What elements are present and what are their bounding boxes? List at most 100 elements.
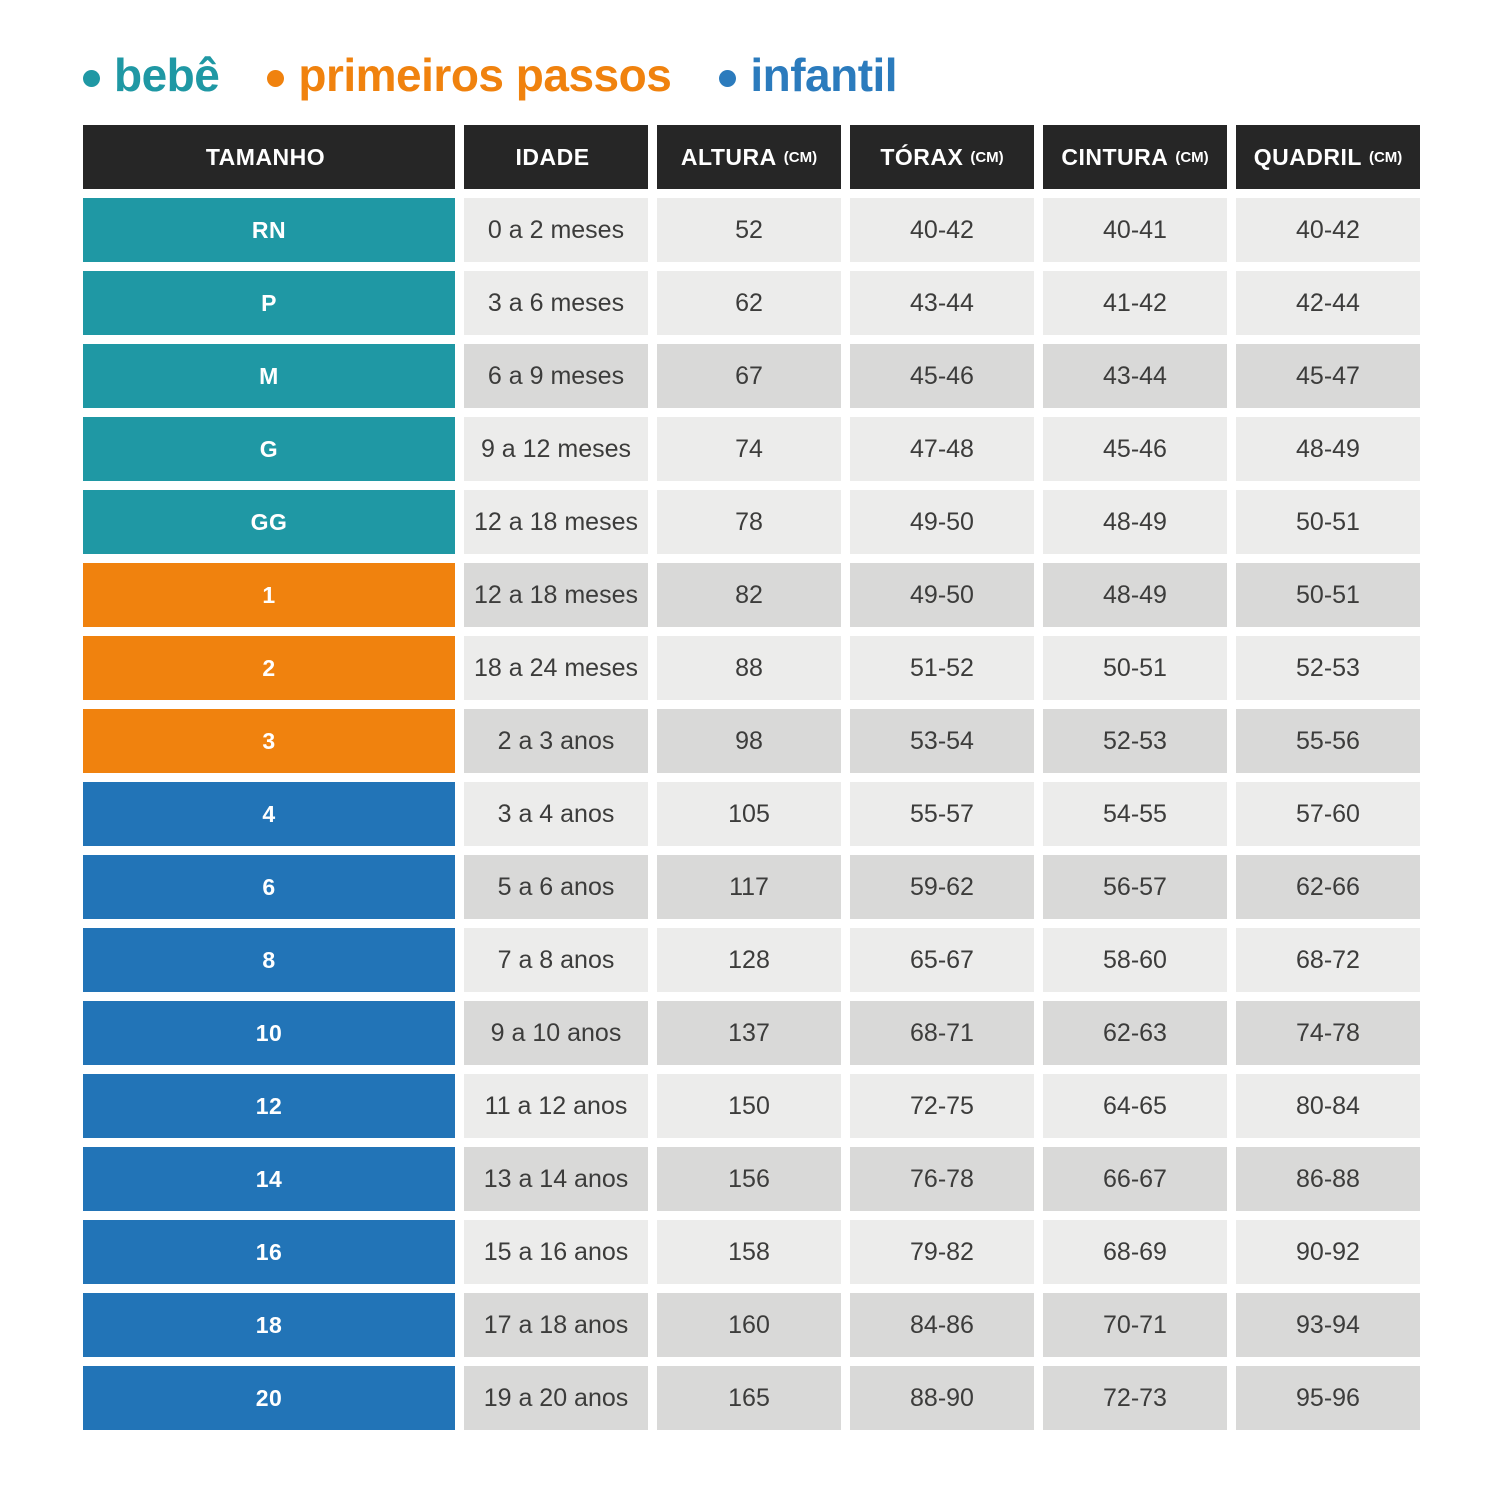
age-cell: 3 a 6 meses bbox=[464, 271, 648, 335]
age-cell: 9 a 10 anos bbox=[464, 1001, 648, 1065]
waist-cell: 52-53 bbox=[1043, 709, 1227, 773]
column-header-unit: (CM) bbox=[783, 148, 818, 166]
chest-cell: 49-50 bbox=[850, 563, 1034, 627]
waist-cell: 70-71 bbox=[1043, 1293, 1227, 1357]
height-cell: 150 bbox=[657, 1074, 841, 1138]
size-cell: 18 bbox=[83, 1293, 455, 1357]
chest-cell: 59-62 bbox=[850, 855, 1034, 919]
size-cell: 1 bbox=[83, 563, 455, 627]
size-cell: M bbox=[83, 344, 455, 408]
height-cell: 117 bbox=[657, 855, 841, 919]
hip-cell: 93-94 bbox=[1236, 1293, 1420, 1357]
hip-cell: 90-92 bbox=[1236, 1220, 1420, 1284]
hip-cell: 68-72 bbox=[1236, 928, 1420, 992]
height-cell: 62 bbox=[657, 271, 841, 335]
age-cell: 2 a 3 anos bbox=[464, 709, 648, 773]
hip-cell: 74-78 bbox=[1236, 1001, 1420, 1065]
height-cell: 156 bbox=[657, 1147, 841, 1211]
legend: bebê primeiros passos infantil bbox=[83, 49, 898, 101]
hip-cell: 45-47 bbox=[1236, 344, 1420, 408]
hip-cell: 95-96 bbox=[1236, 1366, 1420, 1430]
size-cell: 6 bbox=[83, 855, 455, 919]
size-cell: G bbox=[83, 417, 455, 481]
waist-cell: 54-55 bbox=[1043, 782, 1227, 846]
column-header-unit: (CM) bbox=[1368, 148, 1403, 166]
waist-cell: 64-65 bbox=[1043, 1074, 1227, 1138]
chest-cell: 49-50 bbox=[850, 490, 1034, 554]
column-header-quadril: QUADRIL (CM) bbox=[1236, 125, 1420, 189]
hip-cell: 62-66 bbox=[1236, 855, 1420, 919]
column-header-label: QUADRIL bbox=[1253, 143, 1362, 170]
age-cell: 3 a 4 anos bbox=[464, 782, 648, 846]
legend-label: infantil bbox=[750, 49, 898, 101]
size-cell: 14 bbox=[83, 1147, 455, 1211]
waist-cell: 48-49 bbox=[1043, 490, 1227, 554]
size-cell: 12 bbox=[83, 1074, 455, 1138]
hip-cell: 50-51 bbox=[1236, 563, 1420, 627]
legend-item-primeiros-passos: primeiros passos bbox=[267, 52, 672, 98]
age-cell: 19 a 20 anos bbox=[464, 1366, 648, 1430]
age-cell: 18 a 24 meses bbox=[464, 636, 648, 700]
height-cell: 158 bbox=[657, 1220, 841, 1284]
waist-cell: 58-60 bbox=[1043, 928, 1227, 992]
height-cell: 137 bbox=[657, 1001, 841, 1065]
height-cell: 128 bbox=[657, 928, 841, 992]
waist-cell: 50-51 bbox=[1043, 636, 1227, 700]
legend-item-infantil: infantil bbox=[719, 49, 898, 101]
hip-cell: 86-88 bbox=[1236, 1147, 1420, 1211]
waist-cell: 62-63 bbox=[1043, 1001, 1227, 1065]
size-cell: GG bbox=[83, 490, 455, 554]
column-header-label: IDADE bbox=[515, 143, 590, 170]
chest-cell: 47-48 bbox=[850, 417, 1034, 481]
size-cell: 20 bbox=[83, 1366, 455, 1430]
height-cell: 78 bbox=[657, 490, 841, 554]
column-header-torax: TÓRAX (CM) bbox=[850, 125, 1034, 189]
legend-label: bebê bbox=[114, 49, 220, 101]
age-cell: 12 a 18 meses bbox=[464, 563, 648, 627]
column-header-cintura: CINTURA (CM) bbox=[1043, 125, 1227, 189]
age-cell: 9 a 12 meses bbox=[464, 417, 648, 481]
size-cell: 16 bbox=[83, 1220, 455, 1284]
age-cell: 6 a 9 meses bbox=[464, 344, 648, 408]
age-cell: 0 a 2 meses bbox=[464, 198, 648, 262]
hip-cell: 52-53 bbox=[1236, 636, 1420, 700]
bullet-dot-icon bbox=[719, 69, 737, 87]
hip-cell: 42-44 bbox=[1236, 271, 1420, 335]
chest-cell: 55-57 bbox=[850, 782, 1034, 846]
hip-cell: 40-42 bbox=[1236, 198, 1420, 262]
column-header-label: TAMANHO bbox=[205, 143, 326, 170]
height-cell: 52 bbox=[657, 198, 841, 262]
chest-cell: 43-44 bbox=[850, 271, 1034, 335]
height-cell: 165 bbox=[657, 1366, 841, 1430]
column-header-unit: (CM) bbox=[970, 148, 1004, 166]
hip-cell: 50-51 bbox=[1236, 490, 1420, 554]
height-cell: 105 bbox=[657, 782, 841, 846]
column-header-unit: (CM) bbox=[1175, 148, 1209, 166]
chest-cell: 84-86 bbox=[850, 1293, 1034, 1357]
hip-cell: 48-49 bbox=[1236, 417, 1420, 481]
waist-cell: 41-42 bbox=[1043, 271, 1227, 335]
column-header-altura: ALTURA (CM) bbox=[657, 125, 841, 189]
chest-cell: 45-46 bbox=[850, 344, 1034, 408]
column-header-label: TÓRAX bbox=[880, 143, 964, 170]
column-header-tamanho: TAMANHO bbox=[83, 125, 455, 189]
hip-cell: 55-56 bbox=[1236, 709, 1420, 773]
chest-cell: 79-82 bbox=[850, 1220, 1034, 1284]
age-cell: 17 a 18 anos bbox=[464, 1293, 648, 1357]
size-cell: 8 bbox=[83, 928, 455, 992]
height-cell: 88 bbox=[657, 636, 841, 700]
age-cell: 7 a 8 anos bbox=[464, 928, 648, 992]
height-cell: 74 bbox=[657, 417, 841, 481]
height-cell: 160 bbox=[657, 1293, 841, 1357]
chest-cell: 76-78 bbox=[850, 1147, 1034, 1211]
size-table: TAMANHO IDADE ALTURA (CM) TÓRAX (CM) CIN… bbox=[83, 125, 1420, 1430]
waist-cell: 40-41 bbox=[1043, 198, 1227, 262]
chest-cell: 88-90 bbox=[850, 1366, 1034, 1430]
column-header-label: CINTURA bbox=[1061, 143, 1169, 170]
waist-cell: 43-44 bbox=[1043, 344, 1227, 408]
waist-cell: 45-46 bbox=[1043, 417, 1227, 481]
size-cell: RN bbox=[83, 198, 455, 262]
chest-cell: 68-71 bbox=[850, 1001, 1034, 1065]
chest-cell: 53-54 bbox=[850, 709, 1034, 773]
